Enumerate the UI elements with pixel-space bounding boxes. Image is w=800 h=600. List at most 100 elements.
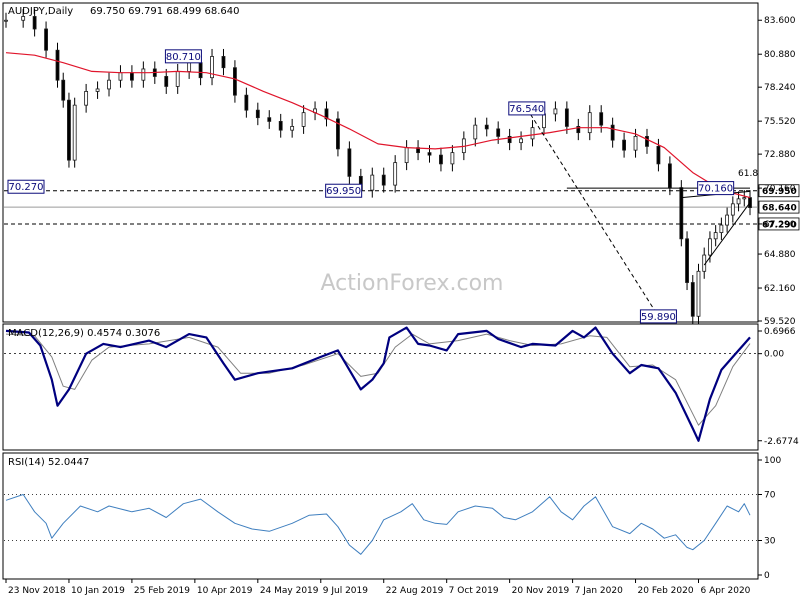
macd-title: MACD(12,26,9) 0.4574 0.3076 bbox=[8, 328, 160, 339]
x-axis-date-label: 24 May 2019 bbox=[260, 586, 319, 596]
candle-body bbox=[336, 118, 340, 150]
x-axis-date-label: 23 Nov 2018 bbox=[8, 586, 66, 596]
level-annotation-box bbox=[697, 181, 735, 196]
price-axis-tick-label: 72.880 bbox=[764, 150, 796, 160]
x-axis-date-label: 10 Jan 2019 bbox=[71, 586, 125, 596]
candle-body bbox=[141, 68, 146, 81]
candle-body bbox=[742, 197, 747, 200]
fib-label: 61.8 bbox=[738, 169, 758, 179]
candle-body bbox=[484, 124, 489, 130]
level-annotation-text: 69.950 bbox=[326, 186, 361, 197]
macd-line bbox=[5, 326, 751, 442]
macd-signal-line bbox=[5, 333, 751, 426]
level-annotation-box bbox=[639, 309, 677, 324]
rsi-title: RSI(14) 52.0447 bbox=[8, 457, 89, 468]
candle-body bbox=[645, 135, 649, 147]
price-axis-tick-label: 75.520 bbox=[764, 117, 796, 127]
symbol-label: AUDJPY,Daily bbox=[8, 6, 73, 17]
macd-axis-tick-label: 0.00 bbox=[764, 350, 784, 360]
candle-body bbox=[290, 126, 295, 131]
candle-body bbox=[255, 109, 260, 119]
candle-body bbox=[210, 56, 214, 79]
price-axis-tick-label: 64.880 bbox=[764, 250, 796, 260]
candle-body bbox=[719, 224, 724, 233]
candle-body bbox=[696, 270, 701, 317]
candle-body bbox=[622, 139, 626, 151]
price-tag-box bbox=[758, 184, 800, 198]
watermark: ActionForex.com bbox=[321, 271, 504, 296]
x-axis-date-label: 7 Oct 2019 bbox=[449, 586, 499, 596]
level-annotation-text: 59.890 bbox=[641, 312, 676, 323]
price-tag-text: 68.640 bbox=[762, 204, 797, 214]
candle-body bbox=[244, 94, 249, 111]
macd-layer bbox=[4, 326, 757, 442]
trendline bbox=[703, 202, 751, 266]
level-annotation-box bbox=[164, 49, 202, 64]
candle-body bbox=[530, 127, 535, 140]
x-axis-date-label: 10 Apr 2019 bbox=[197, 586, 253, 596]
candle-body bbox=[553, 108, 558, 115]
candle-body bbox=[4, 19, 8, 22]
candle-body bbox=[324, 108, 329, 120]
candle-body bbox=[61, 79, 66, 101]
candle-body bbox=[736, 198, 741, 205]
rsi-line bbox=[5, 494, 751, 555]
candle-body bbox=[44, 28, 48, 51]
candle-body bbox=[439, 154, 443, 165]
candle-body bbox=[507, 135, 512, 144]
candle-body bbox=[404, 147, 409, 164]
candle-body bbox=[679, 187, 684, 240]
price-tag-text: 69.950 bbox=[762, 187, 797, 197]
candle-body bbox=[267, 117, 272, 122]
rsi-axis-tick-label: 70 bbox=[764, 491, 776, 501]
candle-body bbox=[564, 108, 569, 127]
candle-body bbox=[599, 112, 604, 126]
rsi-axis-tick-label: 100 bbox=[764, 456, 781, 466]
price-axis-tick-label: 70.160 bbox=[764, 184, 796, 194]
candle-body bbox=[221, 56, 226, 69]
candle-body bbox=[381, 174, 386, 186]
x-axis-date-label: 6 Apr 2020 bbox=[700, 586, 750, 596]
rsi-axis-tick-label: 0 bbox=[764, 571, 770, 581]
candle-body bbox=[175, 71, 180, 87]
price-axis-tick-label: 62.160 bbox=[764, 284, 796, 294]
x-axis-date-label: 25 Feb 2019 bbox=[134, 586, 190, 596]
candle-body bbox=[685, 238, 689, 283]
candle-body bbox=[84, 91, 89, 106]
candle-body bbox=[187, 62, 192, 72]
candle-body bbox=[473, 124, 478, 140]
price-axis-tick-label: 59.520 bbox=[764, 317, 796, 327]
candle-body bbox=[725, 214, 730, 226]
macd-axis-tick-label: -2.6774 bbox=[764, 437, 799, 447]
candle-body bbox=[301, 112, 306, 127]
x-axis-date-label: 20 Nov 2019 bbox=[512, 586, 570, 596]
rsi-panel-frame bbox=[2, 452, 759, 580]
price-tag-box bbox=[758, 200, 800, 214]
x-axis-date-label: 22 Aug 2019 bbox=[386, 586, 444, 596]
candle-body bbox=[118, 72, 123, 81]
candle-body bbox=[393, 162, 398, 186]
candle-body bbox=[708, 238, 712, 256]
level-annotation-box bbox=[325, 183, 363, 198]
price-axis-tick-label: 78.240 bbox=[764, 83, 796, 93]
candle-body bbox=[587, 112, 592, 134]
x-axis-date-label: 20 Feb 2020 bbox=[638, 586, 694, 596]
candle-body bbox=[21, 16, 26, 21]
candle-body bbox=[347, 148, 352, 177]
candle-body bbox=[95, 88, 100, 92]
price-panel-frame bbox=[2, 2, 759, 323]
price-axis-tick-label: 80.880 bbox=[764, 50, 796, 60]
candle-body bbox=[519, 138, 523, 144]
macd-panel-frame bbox=[2, 323, 759, 451]
candle-body bbox=[496, 128, 501, 137]
price-axis-tick-label: 67.290 bbox=[764, 220, 796, 230]
level-annotation-box bbox=[508, 101, 546, 116]
candle-body bbox=[450, 152, 455, 165]
candle-body bbox=[278, 121, 283, 131]
level-annotation-text: 76.540 bbox=[509, 104, 544, 115]
candle-body bbox=[713, 232, 718, 240]
level-annotation-text: 80.710 bbox=[166, 52, 201, 63]
rsi-axis-tick-label: 30 bbox=[764, 537, 776, 547]
